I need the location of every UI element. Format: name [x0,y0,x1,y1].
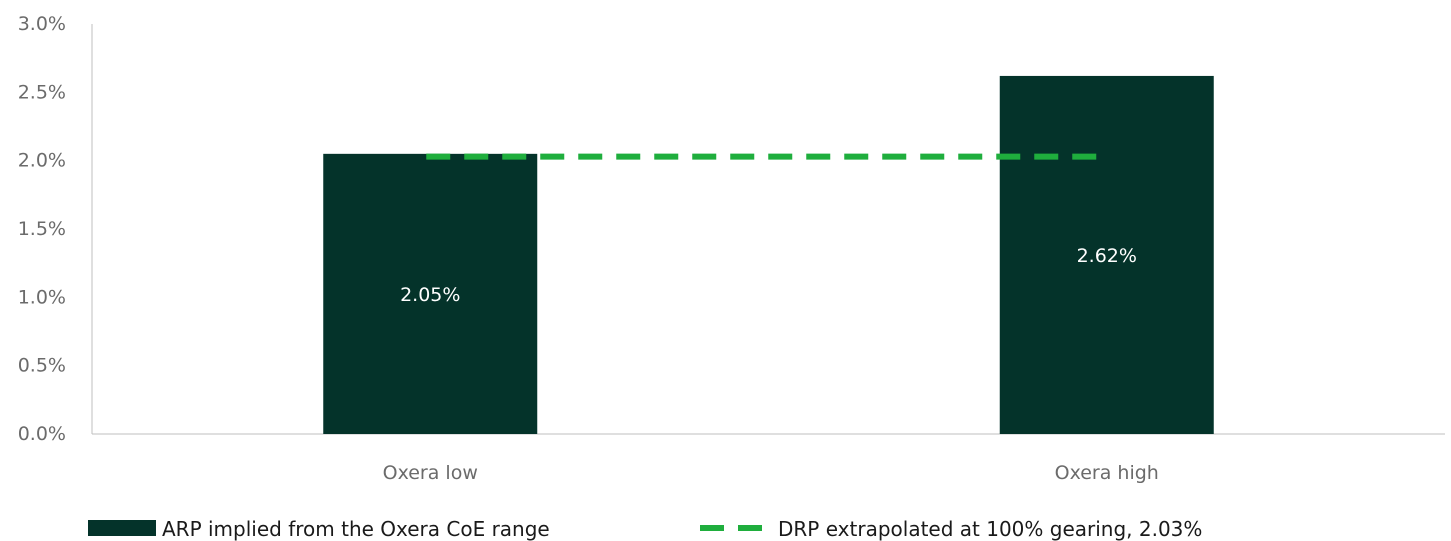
bar-data-label: 2.62% [1077,245,1137,267]
bar-data-label: 2.05% [400,284,460,306]
x-category-label: Oxera high [1055,462,1159,484]
legend-label-bar: ARP implied from the Oxera CoE range [162,517,550,541]
legend-swatch-bar [88,520,156,536]
bar [323,153,538,435]
legend-label-line: DRP extrapolated at 100% gearing, 2.03% [778,517,1202,541]
y-tick-label: 1.5% [18,218,66,240]
y-tick-label: 2.0% [18,150,66,172]
y-tick-label: 1.0% [18,286,66,308]
y-tick-label: 2.5% [18,81,66,103]
y-tick-label: 0.5% [18,355,66,377]
bar [999,75,1214,434]
x-category-label: Oxera low [383,462,478,484]
y-tick-label: 0.0% [18,423,66,445]
y-tick-label: 3.0% [18,13,66,35]
